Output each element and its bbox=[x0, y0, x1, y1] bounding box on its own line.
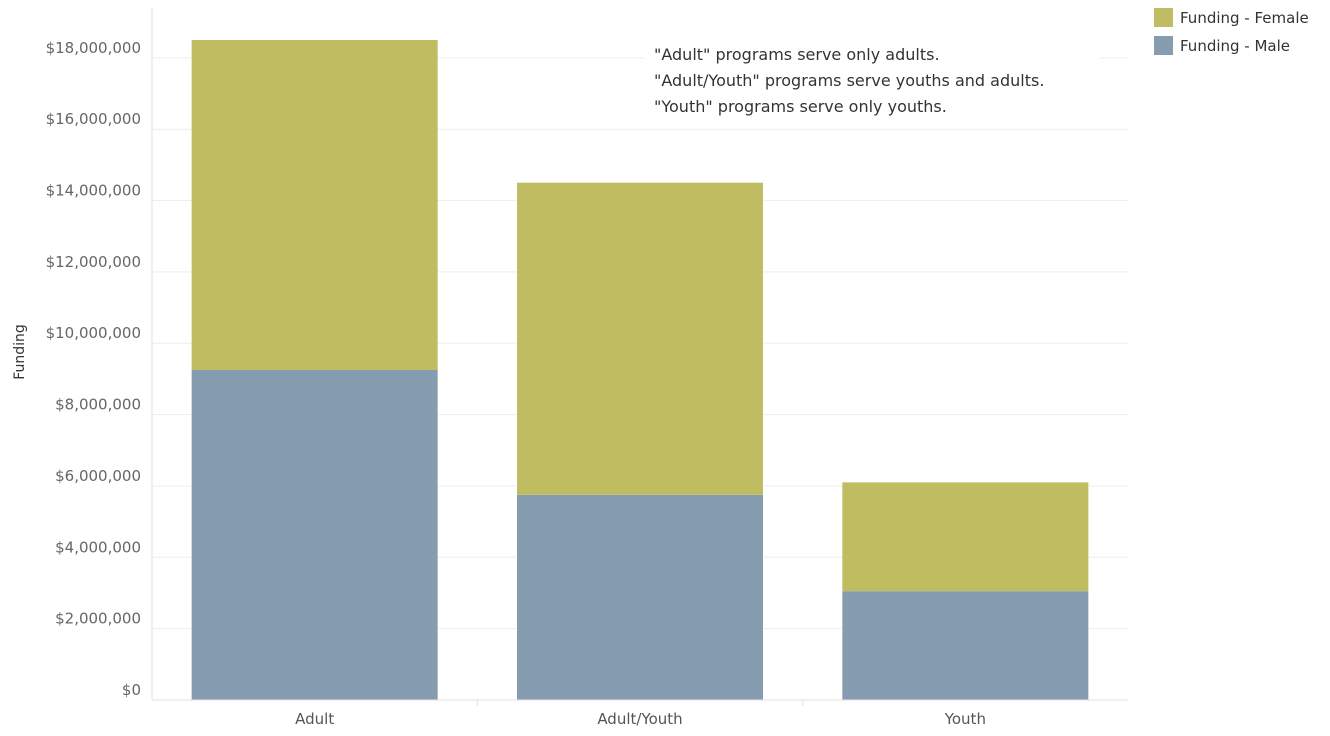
annotation-line: "Adult" programs serve only adults. bbox=[654, 45, 940, 64]
y-tick-label: $8,000,000 bbox=[55, 396, 141, 414]
y-axis-title: Funding bbox=[12, 324, 28, 380]
x-tick-labels: Adult Adult/Youth Youth bbox=[295, 700, 986, 728]
annotation: "Adult" programs serve only adults. "Adul… bbox=[644, 38, 1100, 122]
axes bbox=[151, 8, 1128, 701]
y-tick-label: $10,000,000 bbox=[46, 324, 141, 342]
bar-funding-female-adult bbox=[191, 40, 438, 370]
y-tick-label: $16,000,000 bbox=[46, 110, 141, 128]
legend-swatch bbox=[1154, 36, 1173, 55]
legend-label: Funding - Male bbox=[1180, 37, 1290, 55]
bar-funding-female-adult-youth bbox=[517, 182, 763, 495]
y-tick-label: $18,000,000 bbox=[46, 39, 141, 57]
annotation-line: "Youth" programs serve only youths. bbox=[654, 97, 947, 116]
bar-funding-male-youth bbox=[842, 591, 1089, 700]
bar-funding-female-youth bbox=[842, 482, 1089, 592]
legend-label: Funding - Female bbox=[1180, 9, 1309, 27]
bar-funding-male-adult-youth bbox=[517, 494, 763, 700]
y-tick-labels: $0 $2,000,000 $4,000,000 $6,000,000 $8,000,0… bbox=[46, 39, 141, 699]
x-tick-label: Youth bbox=[944, 710, 986, 728]
x-tick-label: Adult bbox=[295, 710, 334, 728]
y-tick-label: $12,000,000 bbox=[46, 253, 141, 271]
annotation-box bbox=[644, 38, 1100, 122]
y-tick-label: $14,000,000 bbox=[46, 182, 141, 200]
y-tick-label: $6,000,000 bbox=[55, 467, 141, 485]
x-tick-label: Adult/Youth bbox=[597, 710, 682, 728]
y-tick-label: $0 bbox=[122, 681, 141, 699]
legend: Funding - Female Funding - Male bbox=[1154, 8, 1309, 55]
y-tick-label: $4,000,000 bbox=[55, 538, 141, 556]
y-tick-label: $2,000,000 bbox=[55, 610, 141, 628]
bars bbox=[191, 40, 1089, 700]
legend-swatch bbox=[1154, 8, 1173, 27]
annotation-line: "Adult/Youth" programs serve youths and … bbox=[654, 71, 1044, 90]
bar-funding-male-adult bbox=[191, 370, 438, 700]
